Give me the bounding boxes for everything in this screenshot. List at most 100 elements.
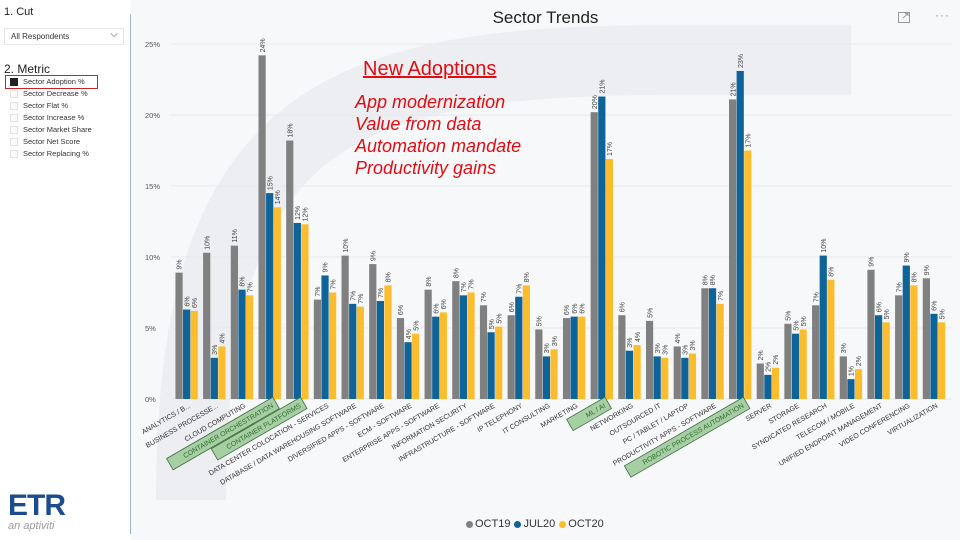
bar-oct20[interactable] (467, 292, 475, 400)
bar-oct20[interactable] (716, 303, 724, 399)
bar-oct19[interactable] (341, 255, 349, 399)
bar-oct20[interactable] (910, 285, 918, 399)
checkbox[interactable] (10, 78, 18, 86)
checkbox[interactable] (10, 150, 18, 158)
bar-oct20[interactable] (688, 353, 697, 399)
bar-oct19[interactable] (895, 295, 903, 399)
bar-jul20[interactable] (598, 96, 606, 399)
metric-option[interactable]: Sector Net Score (6, 136, 130, 148)
bar-jul20[interactable] (349, 303, 357, 399)
bar-oct20[interactable] (190, 310, 198, 399)
bar-oct20[interactable] (273, 207, 281, 399)
bar-jul20[interactable] (487, 332, 495, 399)
metric-option[interactable]: Sector Flat % (6, 100, 130, 112)
bar-oct20[interactable] (356, 306, 364, 399)
bar-jul20[interactable] (183, 309, 191, 399)
bar-jul20[interactable] (653, 356, 661, 399)
bar-oct20[interactable] (827, 279, 835, 399)
bar-jul20[interactable] (625, 350, 634, 399)
bar-jul20[interactable] (266, 193, 274, 399)
bar-oct19[interactable] (756, 363, 764, 400)
bar-oct19[interactable] (452, 281, 460, 399)
bar-oct19[interactable] (258, 55, 266, 400)
bar-oct19[interactable] (812, 305, 820, 399)
bar-oct19[interactable] (729, 99, 737, 399)
bar-oct20[interactable] (882, 322, 890, 399)
bar-oct20[interactable] (412, 333, 420, 399)
checkbox[interactable] (10, 138, 18, 146)
bar-oct20[interactable] (301, 224, 309, 399)
bar-jul20[interactable] (432, 316, 440, 399)
bar-jul20[interactable] (321, 275, 329, 399)
bar-oct19[interactable] (922, 278, 930, 399)
checkbox[interactable] (10, 90, 18, 98)
bar-oct20[interactable] (245, 295, 254, 399)
bar-jul20[interactable] (404, 342, 412, 399)
bar-oct20[interactable] (384, 285, 392, 399)
bar-oct20[interactable] (329, 292, 337, 400)
bar-jul20[interactable] (570, 316, 578, 399)
bar-oct20[interactable] (578, 316, 586, 399)
bar-oct19[interactable] (867, 269, 875, 399)
bar-oct19[interactable] (369, 264, 377, 399)
bar-jul20[interactable] (238, 289, 246, 399)
bar-oct19[interactable] (839, 356, 847, 399)
bar-jul20[interactable] (764, 374, 772, 399)
bar-oct20[interactable] (661, 357, 669, 399)
legend-item[interactable]: OCT20 (559, 518, 604, 530)
checkbox[interactable] (10, 102, 18, 110)
cut-dropdown[interactable]: All Respondents (4, 28, 124, 45)
bar-jul20[interactable] (791, 333, 800, 399)
bar-oct20[interactable] (218, 346, 226, 399)
bar-oct19[interactable] (618, 315, 626, 399)
bar-oct20[interactable] (744, 150, 752, 400)
focus-mode-icon[interactable] (898, 12, 910, 23)
bar-oct20[interactable] (522, 285, 530, 399)
bar-jul20[interactable] (708, 288, 717, 399)
bar-jul20[interactable] (293, 222, 301, 399)
bar-oct19[interactable] (424, 289, 432, 399)
bar-oct19[interactable] (645, 320, 654, 399)
bar-oct19[interactable] (396, 318, 405, 399)
bar-jul20[interactable] (902, 265, 910, 399)
bar-oct19[interactable] (203, 252, 211, 399)
bar-oct19[interactable] (590, 112, 598, 399)
bar-jul20[interactable] (930, 313, 938, 399)
bar-oct19[interactable] (313, 299, 322, 399)
bar-oct19[interactable] (479, 305, 488, 399)
bar-oct20[interactable] (937, 322, 946, 399)
metric-option[interactable]: Sector Replacing % (6, 148, 130, 160)
bar-jul20[interactable] (875, 315, 883, 399)
checkbox[interactable] (10, 114, 18, 122)
bar-jul20[interactable] (542, 356, 551, 399)
bar-jul20[interactable] (515, 296, 523, 399)
bar-jul20[interactable] (681, 357, 689, 399)
metric-option[interactable]: Sector Adoption % (5, 75, 98, 89)
bar-oct19[interactable] (701, 288, 709, 399)
bar-oct20[interactable] (439, 312, 447, 399)
more-options-icon[interactable]: ··· (935, 8, 950, 22)
bar-oct20[interactable] (495, 326, 503, 399)
bar-jul20[interactable] (736, 70, 744, 399)
bar-oct20[interactable] (550, 349, 558, 399)
bar-jul20[interactable] (376, 301, 384, 399)
bar-oct19[interactable] (562, 318, 571, 399)
legend-item[interactable]: JUL20 (514, 518, 555, 530)
legend-item[interactable]: OCT19 (466, 518, 510, 530)
metric-option[interactable]: Sector Decrease % (6, 88, 130, 100)
bar-oct19[interactable] (535, 329, 543, 399)
bar-oct19[interactable] (673, 346, 681, 399)
bar-oct20[interactable] (633, 345, 641, 399)
metric-option[interactable]: Sector Market Share (6, 124, 130, 136)
metric-option[interactable]: Sector Increase % (6, 112, 130, 124)
bar-oct19[interactable] (507, 315, 515, 399)
bar-jul20[interactable] (210, 357, 218, 399)
bar-oct20[interactable] (799, 329, 807, 399)
bar-oct19[interactable] (286, 140, 294, 399)
bar-oct20[interactable] (854, 369, 863, 399)
bar-jul20[interactable] (459, 295, 468, 399)
bar-jul20[interactable] (819, 255, 827, 399)
bar-oct20[interactable] (771, 367, 780, 399)
bar-oct19[interactable] (175, 272, 183, 399)
bar-oct20[interactable] (605, 159, 614, 399)
